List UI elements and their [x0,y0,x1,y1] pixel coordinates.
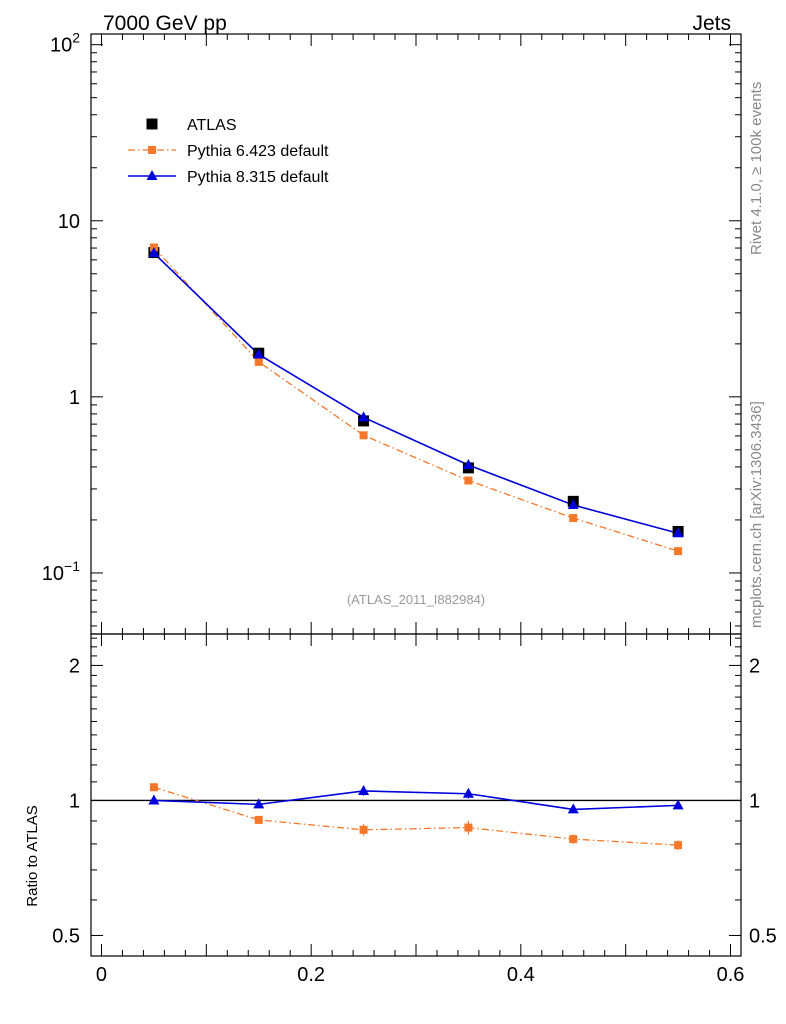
legend-label-atlas: ATLAS [187,117,237,134]
main-point-pythia6 [674,547,683,556]
main-ytick-label-base: 10 [42,563,64,585]
main-point-pythia6 [569,514,578,523]
main-point-pythia8 [462,459,474,470]
main-point-pythia8 [253,348,265,359]
ratio-point-pythia8 [567,803,579,814]
main-ytick-label-base: 10 [58,211,80,233]
ratio-point-pythia6 [359,825,368,834]
legend-marker-pythia6 [148,146,156,154]
analysis-label: (ATLAS_2011_I882984) [347,592,485,607]
ratio-point-pythia8 [253,798,265,809]
ratio-ytick-label-left: 2 [69,655,80,677]
main-ytick-label-exponent: 2 [72,30,80,46]
main-ytick-label-exponent: −1 [64,558,80,574]
ratio-series-line-pythia8 [153,790,679,811]
main-ytick-label-base: 1 [69,387,80,409]
ratio-point-pythia8 [358,784,370,795]
legend-label-pythia8: Pythia 8.315 default [187,169,329,186]
ratio-point-pythia8 [462,787,474,798]
xtick-label: 0.2 [297,964,325,986]
main-series-line-pythia8 [153,252,679,535]
ratio-point-pythia6 [569,835,578,844]
ratio-point-pythia6 [149,783,158,792]
header-right-label: Jets [692,12,731,35]
ratio-point-pythia6 [674,841,683,850]
ratio-point-pythia6 [254,815,263,824]
ratio-ytick-label-right: 2 [749,655,760,677]
ratio-y-axis-label: Ratio to ATLAS [24,805,41,906]
xtick-label: 0.6 [717,964,745,986]
ratio-plot-panel: 2 2 1 1 0.5 0.5 0 0.2 0.4 0.6 [52,633,777,986]
main-point-pythia6 [464,476,473,485]
main-series-line-pythia6 [153,247,679,552]
ratio-point-pythia8 [148,794,160,805]
main-ytick-label: 102 [50,30,80,57]
main-ytick-label-base: 10 [50,35,72,57]
ratio-series-line-pythia6 [153,786,679,846]
legend: ATLAS Pythia 6.423 default Pythia 8.315 de… [128,117,329,186]
ratio-ytick-label-right: 1 [749,790,760,812]
side-label-rivet: Rivet 4.1.0, ≥ 100k events [748,82,765,255]
ratio-point-pythia6 [464,823,473,832]
main-point-pythia6 [254,357,263,366]
main-point-pythia6 [359,431,368,440]
ratio-plot-frame [90,633,742,957]
main-point-pythia8 [358,411,370,422]
ratio-ytick-label-left: 1 [69,790,80,812]
legend-marker-atlas [146,118,158,130]
main-point-pythia8 [567,499,579,510]
main-ytick-label: 10−1 [42,558,80,585]
xtick-label: 0.4 [507,964,535,986]
ratio-ytick-label-right: 0.5 [749,925,777,947]
ratio-point-pythia8 [672,799,684,810]
side-label-mcplots: mcplots.cern.ch [arXiv:1306.3436] [748,401,765,628]
legend-label-pythia6: Pythia 6.423 default [187,143,329,160]
legend-marker-pythia8 [146,170,158,180]
header-left-label: 7000 GeV pp [103,12,227,35]
main-ytick-label: 1 [69,387,80,409]
main-point-pythia8 [672,527,684,538]
xtick-label: 0 [96,964,107,986]
ratio-ytick-label-left: 0.5 [52,925,80,947]
main-ytick-label: 10 [58,211,80,233]
main-point-pythia8 [148,247,160,258]
